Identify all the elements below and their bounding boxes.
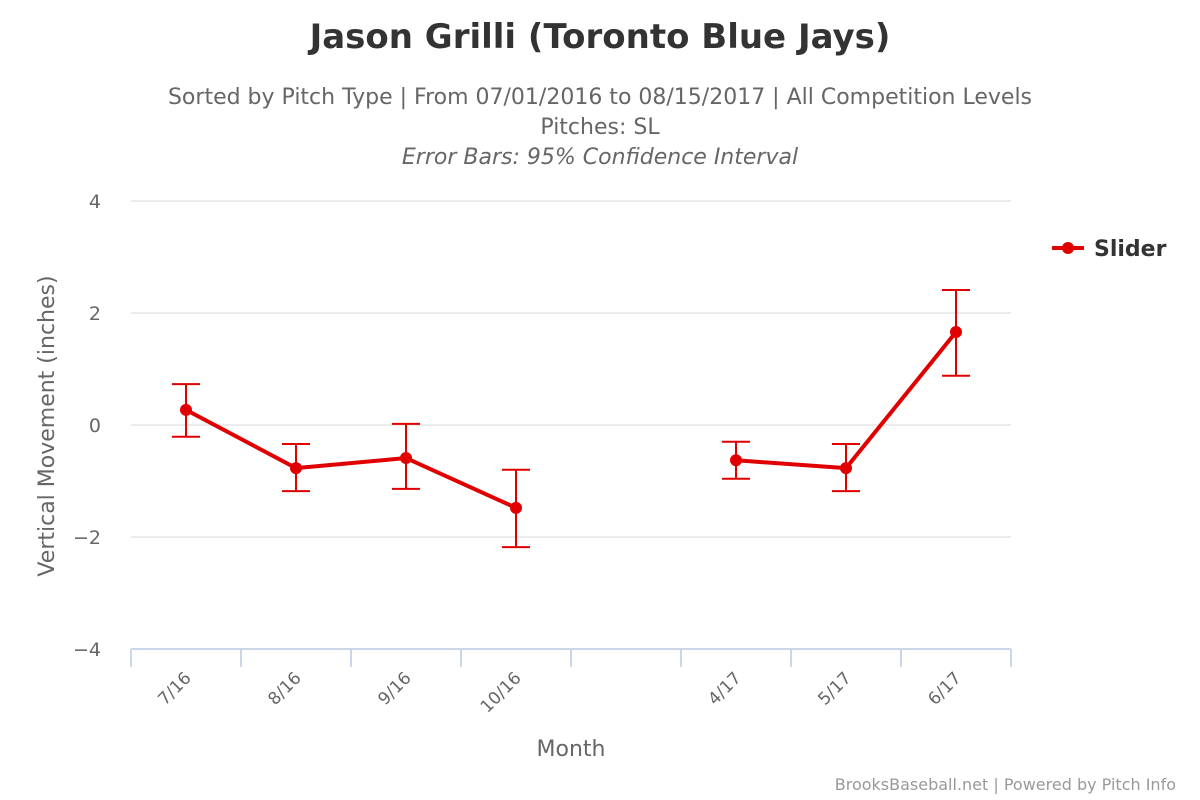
x-tick-label: 4/17 [704,668,745,709]
x-tick-label: 6/17 [924,668,965,709]
y-axis-title: Vertical Movement (inches) [35,275,60,576]
data-point[interactable] [180,403,192,416]
y-axis-ticks: 4 2 0 −2 −4 [73,191,101,661]
data-point[interactable] [950,326,962,339]
data-point[interactable] [840,462,852,475]
legend-label: Slider [1094,237,1167,262]
gridlines [131,200,1011,538]
y-tick-label: 2 [89,303,101,325]
x-axis [130,648,1012,667]
chart-title: Jason Grilli (Toronto Blue Jays) [308,17,891,57]
chart-subtitle-error-bars: Error Bars: 95% Confidence Interval [402,145,798,170]
legend-item-slider[interactable]: Slider [1052,237,1167,262]
chart-subtitle: Sorted by Pitch Type | From 07/01/2016 t… [168,85,1032,110]
y-tick-label: −2 [73,527,101,549]
series-points [180,326,962,514]
x-tick-label: 5/17 [814,668,855,709]
legend-marker-icon [1062,242,1074,254]
y-tick-label: 4 [89,191,101,213]
x-tick-label: 9/16 [374,668,415,709]
data-point[interactable] [510,501,522,514]
series-line [185,330,958,510]
data-point[interactable] [730,454,742,467]
error-bars [172,289,970,549]
x-tick-label: 8/16 [264,668,305,709]
x-axis-title: Month [537,737,606,762]
data-point[interactable] [400,452,412,465]
y-tick-label: 0 [89,415,101,437]
x-axis-ticks: 7/16 8/16 9/16 10/16 4/17 5/17 6/17 [154,668,965,717]
series-line-segment [185,408,517,510]
x-tick-label: 10/16 [477,668,526,717]
x-tick-label: 7/16 [154,668,195,709]
y-tick-label: −4 [73,639,101,661]
credits[interactable]: BrooksBaseball.net | Powered by Pitch In… [835,775,1176,794]
chart-subtitle-pitches: Pitches: SL [540,115,660,140]
data-point[interactable] [290,462,302,475]
